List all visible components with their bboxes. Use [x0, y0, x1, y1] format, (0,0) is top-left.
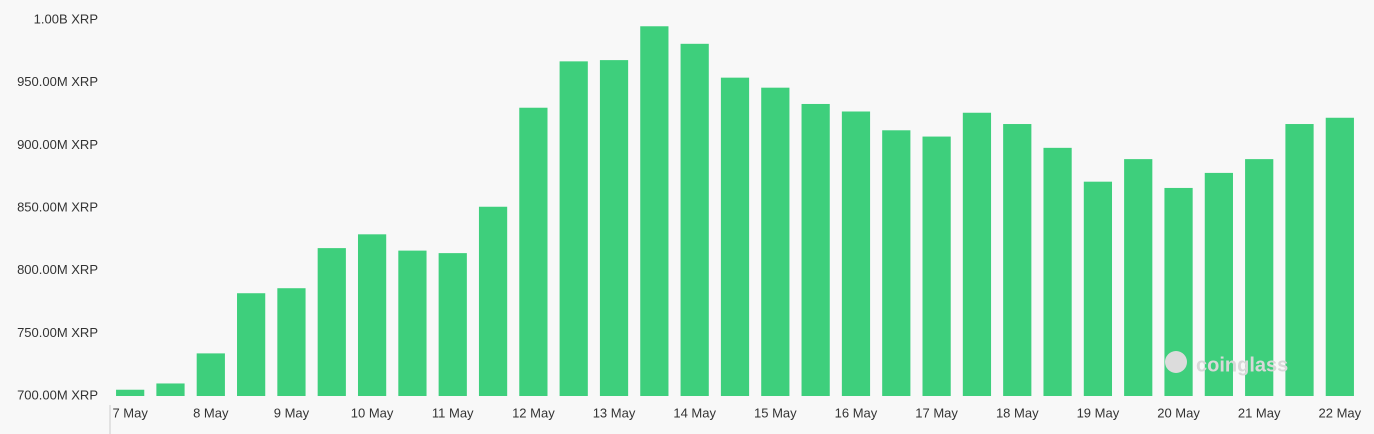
- y-tick-label: 700.00M XRP: [17, 387, 98, 402]
- bar: [277, 288, 306, 396]
- bar: [640, 26, 669, 397]
- x-tick-label: 15 May: [754, 405, 797, 420]
- bar: [761, 87, 790, 397]
- bar: [317, 248, 346, 396]
- bar: [1124, 159, 1153, 396]
- bar: [1043, 147, 1072, 396]
- x-tick-label: 10 May: [351, 405, 394, 420]
- bar: [1285, 124, 1314, 396]
- x-tick-label: 12 May: [512, 405, 555, 420]
- bar: [962, 112, 992, 396]
- x-tick-label: 11 May: [432, 405, 474, 420]
- bar: [478, 206, 508, 396]
- bar: [156, 383, 185, 396]
- bar: [1204, 172, 1233, 396]
- x-tick-label: 19 May: [1077, 405, 1120, 420]
- x-tick-label: 14 May: [673, 405, 716, 420]
- bar: [801, 103, 830, 397]
- bar: [720, 77, 750, 397]
- bar: [116, 389, 145, 396]
- bar: [519, 107, 548, 396]
- bar: [882, 130, 911, 396]
- bar: [398, 250, 427, 396]
- x-tick-label: 16 May: [835, 405, 878, 420]
- x-tick-label: 20 May: [1157, 405, 1200, 420]
- bar: [922, 136, 951, 396]
- bar: [559, 61, 588, 397]
- bar: [1003, 124, 1032, 396]
- x-tick-label: 13 May: [593, 405, 636, 420]
- watermark-logo: [1165, 351, 1187, 373]
- x-tick-label: 8 May: [193, 405, 229, 420]
- y-tick-label: 850.00M XRP: [17, 199, 98, 214]
- y-tick-label: 750.00M XRP: [17, 325, 98, 340]
- bar: [237, 293, 266, 396]
- x-tick-label: 7 May: [112, 405, 148, 420]
- bar: [1245, 159, 1274, 396]
- watermark: coinglass: [1196, 354, 1288, 376]
- bar: [196, 353, 225, 396]
- y-tick-label: 1.00B XRP: [34, 11, 98, 26]
- bar: [438, 253, 467, 396]
- x-tick-label: 21 May: [1238, 405, 1281, 420]
- bar: [680, 43, 709, 397]
- x-tick-label: 9 May: [274, 405, 310, 420]
- x-tick-label: 18 May: [996, 405, 1039, 420]
- y-tick-label: 900.00M XRP: [17, 137, 98, 152]
- y-tick-label: 950.00M XRP: [17, 74, 98, 89]
- bar: [1325, 117, 1354, 396]
- bar: [599, 60, 629, 397]
- y-tick-label: 800.00M XRP: [17, 262, 98, 277]
- bar: [841, 111, 871, 396]
- x-tick-label: 17 May: [915, 405, 958, 420]
- bar: [1083, 181, 1113, 396]
- x-tick-label: 22 May: [1319, 405, 1362, 420]
- bar: [357, 234, 387, 396]
